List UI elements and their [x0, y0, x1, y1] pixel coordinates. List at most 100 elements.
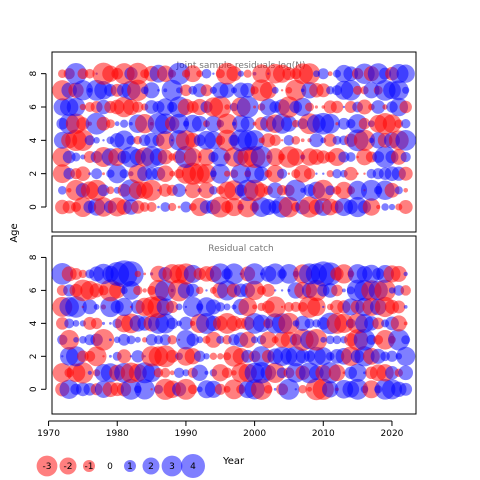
bubble — [400, 118, 411, 129]
residual-catch-panel: Residual catch 0 2 4 6 8 1970 1980 1990 2000 201… — [29, 235, 417, 439]
bubble — [216, 335, 225, 344]
bubble — [215, 302, 226, 312]
bubble — [280, 289, 284, 292]
bubble — [72, 362, 94, 384]
bubble — [65, 62, 87, 85]
bubble — [230, 163, 251, 184]
bubble — [224, 379, 244, 400]
bubble — [279, 264, 299, 284]
bubble — [77, 68, 89, 80]
bubble — [356, 172, 359, 175]
bubble — [353, 85, 363, 95]
y-tick-label: 6 — [29, 287, 39, 293]
bubble — [97, 184, 110, 197]
bubble — [200, 84, 213, 97]
bubble — [237, 70, 245, 77]
bubble — [271, 86, 279, 94]
bubble — [398, 200, 413, 214]
y-tick-label: 0 — [29, 204, 39, 210]
bubble — [362, 198, 381, 216]
bubble — [194, 350, 206, 362]
bubble — [180, 84, 192, 97]
bubble — [374, 279, 396, 302]
bubble — [114, 121, 120, 127]
bubble — [134, 379, 155, 400]
bubble — [343, 166, 358, 181]
bubble — [145, 334, 158, 346]
bubble — [203, 353, 210, 360]
bubble — [384, 182, 400, 198]
bubble — [108, 338, 112, 342]
bubble — [396, 346, 416, 366]
bubble — [394, 119, 404, 129]
bubble — [238, 297, 258, 317]
bubble — [70, 267, 82, 280]
bubble — [76, 117, 90, 131]
bubble — [177, 205, 181, 209]
bubble — [186, 333, 200, 347]
y-tick-label: 2 — [29, 171, 39, 177]
bubble — [394, 186, 403, 195]
legend-label: 4 — [190, 462, 196, 472]
legend: -3 -2 -1 0 1 2 3 4 — [36, 454, 205, 478]
bubble — [236, 96, 259, 118]
bubble — [287, 172, 291, 175]
bubble — [72, 320, 80, 327]
bubble — [390, 315, 407, 332]
bubble — [265, 362, 286, 383]
bubble — [400, 151, 411, 163]
bubble — [205, 299, 221, 315]
bubble — [160, 202, 171, 212]
bubble — [294, 388, 297, 391]
bubble — [285, 179, 307, 202]
bubble — [210, 163, 231, 184]
legend-label: -2 — [64, 462, 73, 472]
panel-title: Residual catch — [208, 244, 274, 254]
y-tick-label: 8 — [29, 71, 39, 77]
bubble — [169, 113, 190, 134]
bubble — [62, 150, 76, 164]
bubble — [84, 135, 95, 146]
bubble — [205, 115, 222, 132]
bubble — [223, 303, 231, 311]
bubble — [114, 297, 134, 317]
bubble — [212, 72, 215, 75]
bubble — [221, 367, 233, 379]
bubble — [340, 80, 362, 101]
bubble — [134, 270, 141, 278]
bubble — [372, 317, 385, 330]
bubble — [131, 350, 144, 363]
bubble — [102, 172, 105, 176]
bubble — [92, 329, 115, 351]
bubble — [182, 369, 190, 377]
bubble — [168, 62, 191, 85]
bubble — [175, 303, 183, 311]
bubble — [196, 336, 204, 344]
bubble — [214, 383, 226, 395]
bubble — [388, 203, 396, 211]
bubble — [353, 129, 376, 151]
legend-bubble — [36, 455, 58, 477]
bubble — [325, 335, 335, 345]
bubble — [157, 88, 160, 92]
bubble — [253, 105, 257, 109]
bubble — [109, 322, 112, 325]
bubble — [133, 285, 143, 296]
panel-frame — [51, 235, 417, 415]
bubble — [108, 354, 112, 358]
bubble — [285, 79, 307, 101]
bubble — [396, 64, 415, 83]
bubble — [298, 63, 321, 85]
bubble — [388, 80, 409, 101]
y-tick-label: 2 — [29, 353, 39, 359]
bubble — [160, 367, 171, 378]
bubble — [328, 364, 346, 382]
y-tick-label: 4 — [29, 320, 39, 326]
y-tick-label: 0 — [29, 386, 39, 392]
x-tick-label: 1980 — [106, 429, 129, 439]
bubble — [73, 336, 79, 343]
x-tick-label: 2020 — [381, 429, 404, 439]
bubble — [223, 263, 245, 285]
bubble — [90, 317, 103, 330]
bubble — [264, 263, 286, 285]
